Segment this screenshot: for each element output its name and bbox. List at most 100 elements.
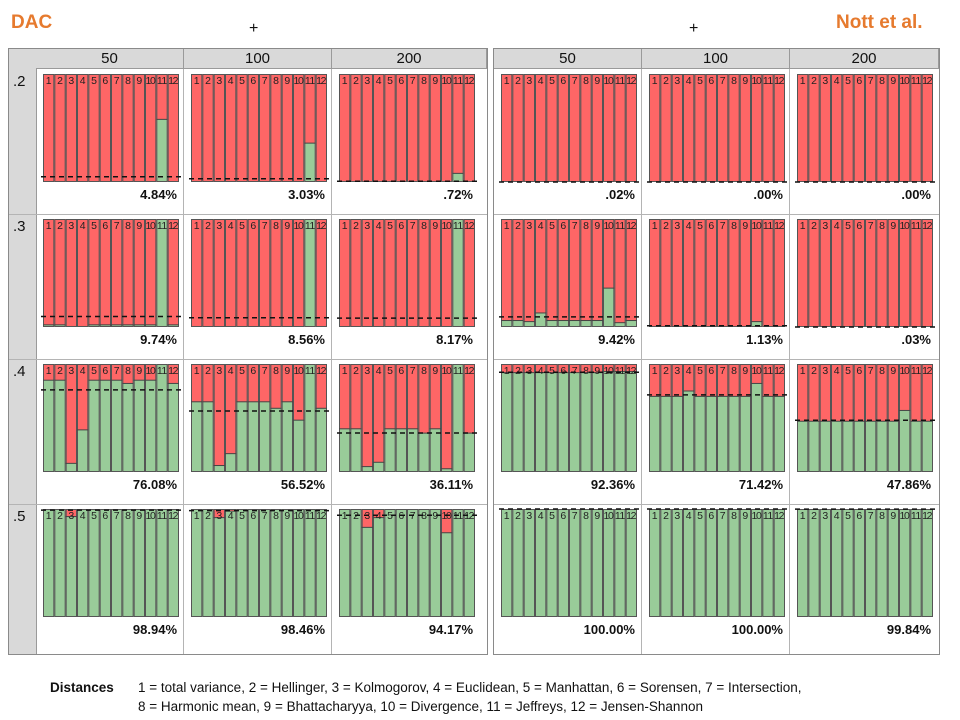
bar-outline <box>649 509 661 617</box>
bar-number-label: 11 <box>305 220 315 232</box>
bar-number-label: 4 <box>834 220 840 232</box>
acceptance-percent-label: 100.00% <box>584 622 636 637</box>
bar-number-label: 6 <box>708 510 714 522</box>
bar-number-label: 11 <box>615 365 625 377</box>
bar-number-label: 11 <box>453 75 463 87</box>
bar-outline <box>683 219 695 327</box>
bar-number-label: 8 <box>273 220 279 232</box>
bar-number-label: 5 <box>549 510 555 522</box>
bar-accepted <box>293 509 305 617</box>
bar-number-label: 6 <box>102 75 108 87</box>
bar-outline <box>315 219 327 327</box>
bar-rejected <box>247 74 259 182</box>
bar-accepted <box>649 509 661 617</box>
bar-rejected <box>649 219 661 327</box>
bar-rejected <box>145 219 157 325</box>
bar-rejected <box>293 219 305 327</box>
bar-number-label: 11 <box>911 365 921 377</box>
bar-accepted <box>304 143 316 182</box>
bar-accepted <box>603 371 615 472</box>
bar-outline <box>865 364 877 472</box>
bar-rejected <box>99 364 111 381</box>
bar-outline <box>339 509 351 617</box>
bar-outline <box>842 219 854 327</box>
bar-number-label: 10 <box>604 510 614 522</box>
bar-number-label: 4 <box>686 510 692 522</box>
bar-number-label: 10 <box>604 75 614 87</box>
bar-accepted <box>842 509 854 617</box>
bar-accepted <box>167 383 179 472</box>
bar-rejected <box>660 364 672 397</box>
legend-line-2: 8 = Harmonic mean, 9 = Bhattacharyya, 10… <box>138 699 703 714</box>
column-header: 50 <box>36 49 184 69</box>
bar-number-label: 10 <box>146 75 156 87</box>
bar-outline <box>361 509 373 617</box>
bar-number-label: 10 <box>604 220 614 232</box>
bar-accepted <box>523 509 535 617</box>
bar-number-label: 7 <box>868 510 874 522</box>
bar-accepted <box>350 428 362 472</box>
bar-outline <box>395 364 407 472</box>
bar-rejected <box>705 364 717 397</box>
row-divider <box>494 504 939 505</box>
bar-accepted <box>111 324 123 327</box>
bar-outline <box>156 364 168 472</box>
bar-outline <box>384 364 396 472</box>
bar-rejected <box>910 74 922 182</box>
bar-rejected <box>77 74 89 182</box>
bar-number-label: 2 <box>57 220 63 232</box>
bar-outline <box>660 364 672 472</box>
bar-outline <box>501 74 513 182</box>
bar-number-label: 4 <box>376 510 382 522</box>
bar-accepted <box>99 324 111 327</box>
bar-number-label: 8 <box>421 75 427 87</box>
bar-accepted <box>819 421 831 472</box>
bar-accepted <box>191 401 203 472</box>
bar-rejected <box>853 74 865 182</box>
bar-number-label: 11 <box>911 510 921 522</box>
bar-rejected <box>133 219 145 325</box>
bar-number-label: 2 <box>811 75 817 87</box>
bar-rejected <box>293 74 305 182</box>
bar-number-label: 4 <box>834 510 840 522</box>
bar-number-label: 6 <box>560 365 566 377</box>
bar-outline <box>569 364 581 472</box>
bar-rejected <box>705 74 717 182</box>
bar-number-label: 7 <box>114 510 120 522</box>
bar-number-label: 5 <box>387 220 393 232</box>
bar-rejected <box>407 364 419 429</box>
bar-rejected <box>373 509 385 518</box>
bar-accepted <box>88 324 100 327</box>
bar-outline <box>384 74 396 182</box>
bar-outline <box>77 74 89 182</box>
bar-outline <box>625 219 638 327</box>
bar-rejected <box>603 364 615 372</box>
bar-number-label: 7 <box>262 75 268 87</box>
bar-outline <box>361 364 373 472</box>
bar-rejected <box>145 74 157 182</box>
bar-outline <box>122 509 134 617</box>
bar-accepted <box>899 509 911 617</box>
bar-accepted <box>225 511 237 617</box>
bar-outline <box>546 219 558 327</box>
bar-outline <box>557 364 569 472</box>
bar-number-label: 7 <box>262 365 268 377</box>
bar-outline <box>501 364 513 472</box>
bar-rejected <box>591 74 603 182</box>
bar-number-label: 6 <box>250 75 256 87</box>
bar-outline <box>99 74 111 182</box>
bar-accepted <box>133 509 145 617</box>
bar-number-label: 10 <box>294 220 304 232</box>
bar-rejected <box>910 219 922 327</box>
bar-number-label: 3 <box>822 365 828 377</box>
bar-outline <box>580 364 592 472</box>
bar-rejected <box>569 74 581 182</box>
bar-outline <box>88 364 100 472</box>
bar-number-label: 4 <box>834 75 840 87</box>
bar-number-label: 1 <box>342 510 348 522</box>
bar-rejected <box>808 74 820 182</box>
bar-accepted <box>535 509 547 617</box>
bar-number-label: 11 <box>763 220 773 232</box>
bar-number-label: 11 <box>157 510 167 522</box>
bar-rejected <box>717 74 729 182</box>
